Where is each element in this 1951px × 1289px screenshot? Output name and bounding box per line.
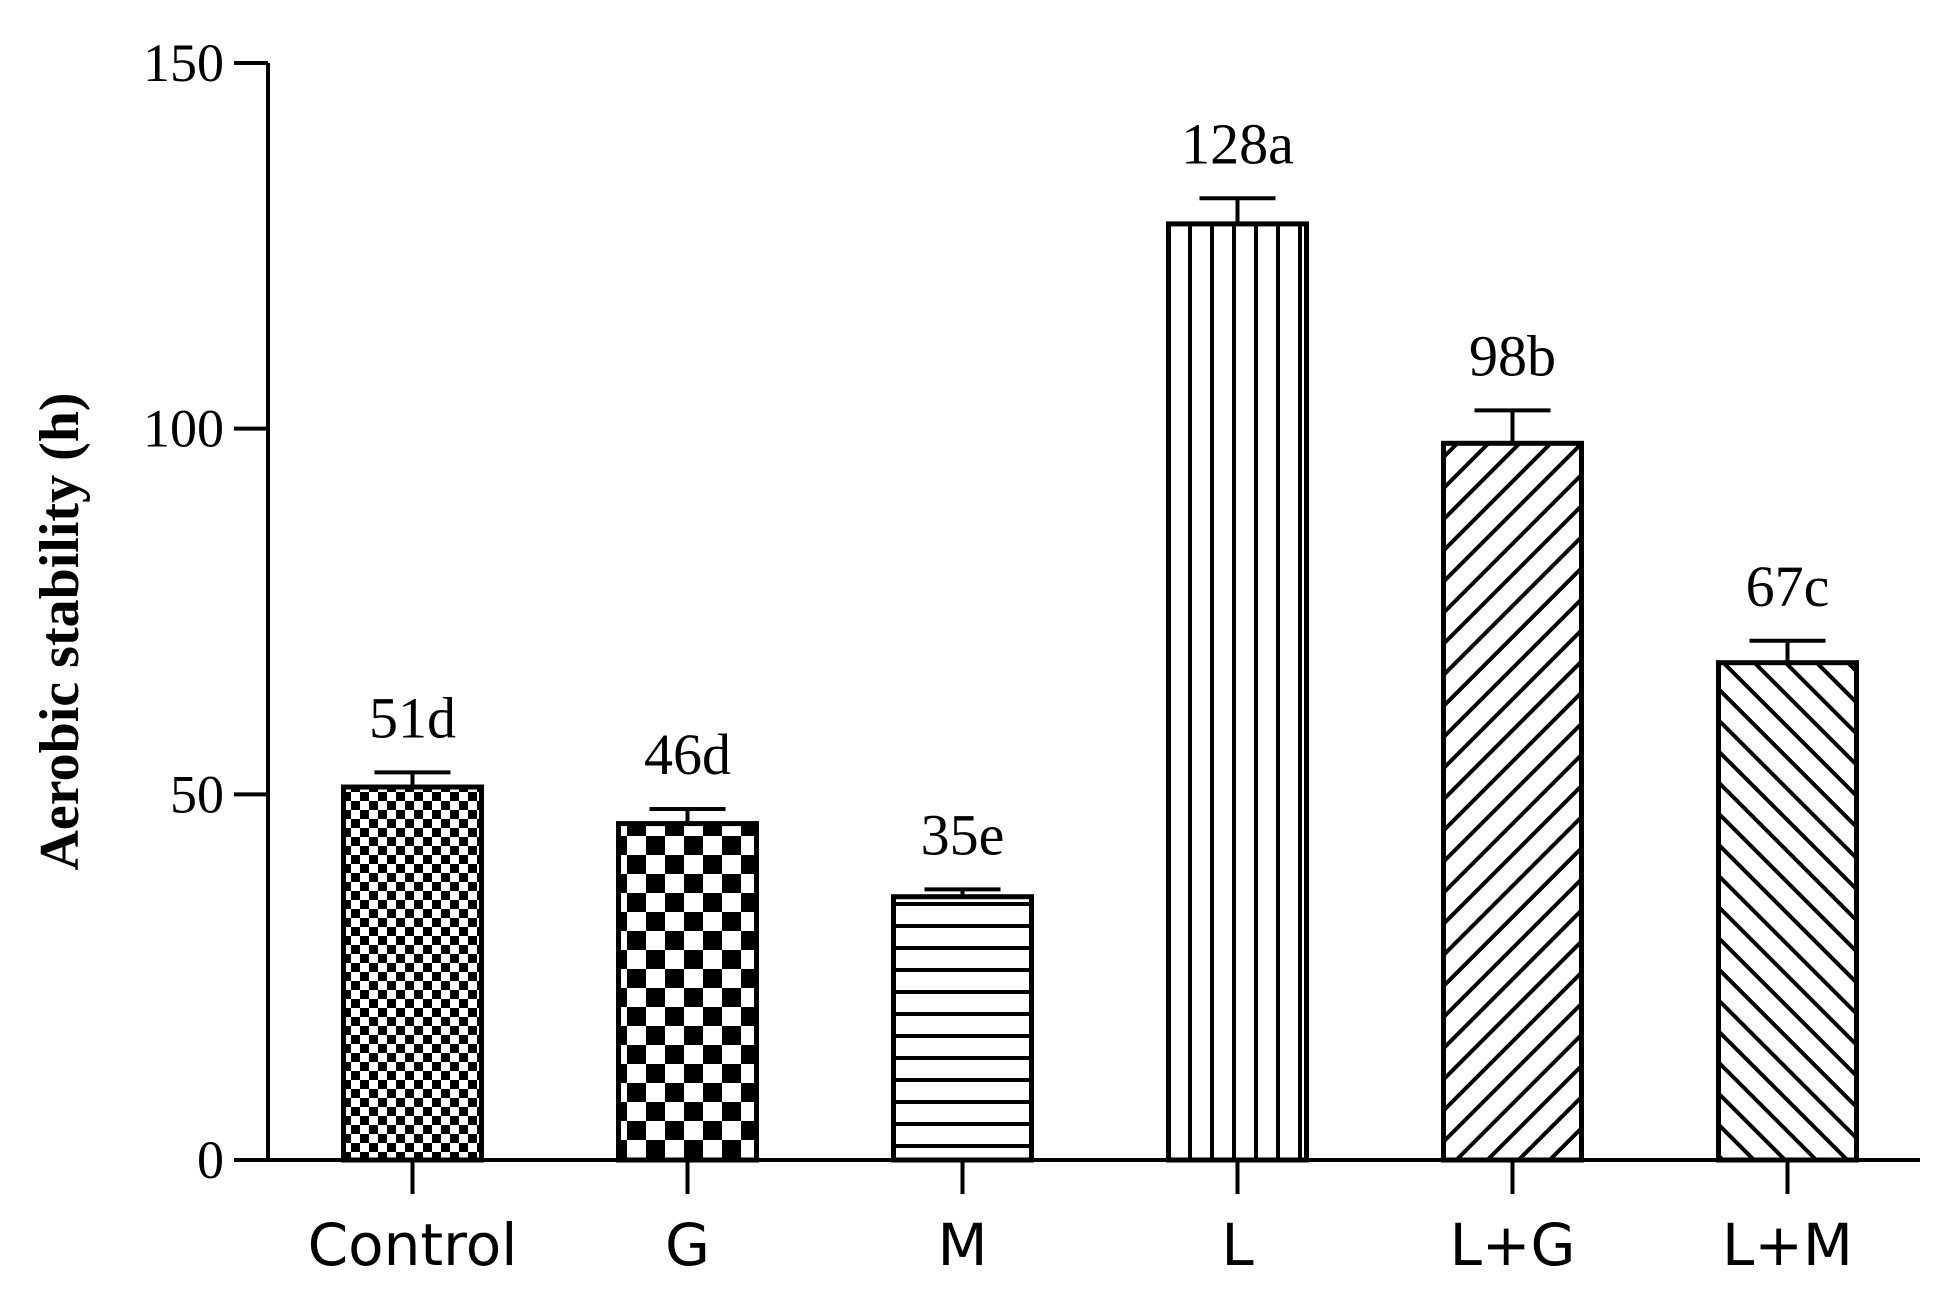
bar: [341, 784, 484, 1163]
y-axis: 0 50 100 150: [143, 33, 270, 1190]
category-label: L: [1221, 1211, 1253, 1279]
y-tick-label: 150: [143, 33, 224, 93]
bar: [616, 821, 759, 1163]
bar: [1441, 440, 1584, 1163]
y-tick-label: 50: [170, 764, 224, 824]
data-label: 128a: [1181, 111, 1294, 176]
error-bars: [374, 196, 1826, 897]
category-labels: Control G M L L+G L+M: [308, 1211, 1853, 1279]
data-label: 51d: [369, 685, 456, 750]
category-label: L+G: [1450, 1211, 1576, 1279]
bars: [341, 221, 1859, 1163]
data-label: 67c: [1746, 554, 1830, 619]
data-label: 46d: [644, 722, 731, 787]
data-labels: 51d 46d 35e 128a 98b 67c: [369, 111, 1829, 867]
data-label: 98b: [1469, 323, 1556, 388]
y-tick-label: 0: [197, 1130, 224, 1190]
category-label: M: [937, 1211, 987, 1279]
y-axis-title: Aerobic stability (h): [29, 392, 91, 870]
bar: [1716, 660, 1859, 1163]
bar: [1166, 221, 1309, 1163]
data-label: 35e: [921, 802, 1005, 867]
category-label: L+M: [1722, 1211, 1853, 1279]
category-label: G: [665, 1211, 710, 1279]
bar: [891, 894, 1034, 1163]
category-label: Control: [308, 1211, 518, 1279]
y-tick-label: 100: [143, 399, 224, 459]
x-axis: [268, 1158, 1920, 1194]
